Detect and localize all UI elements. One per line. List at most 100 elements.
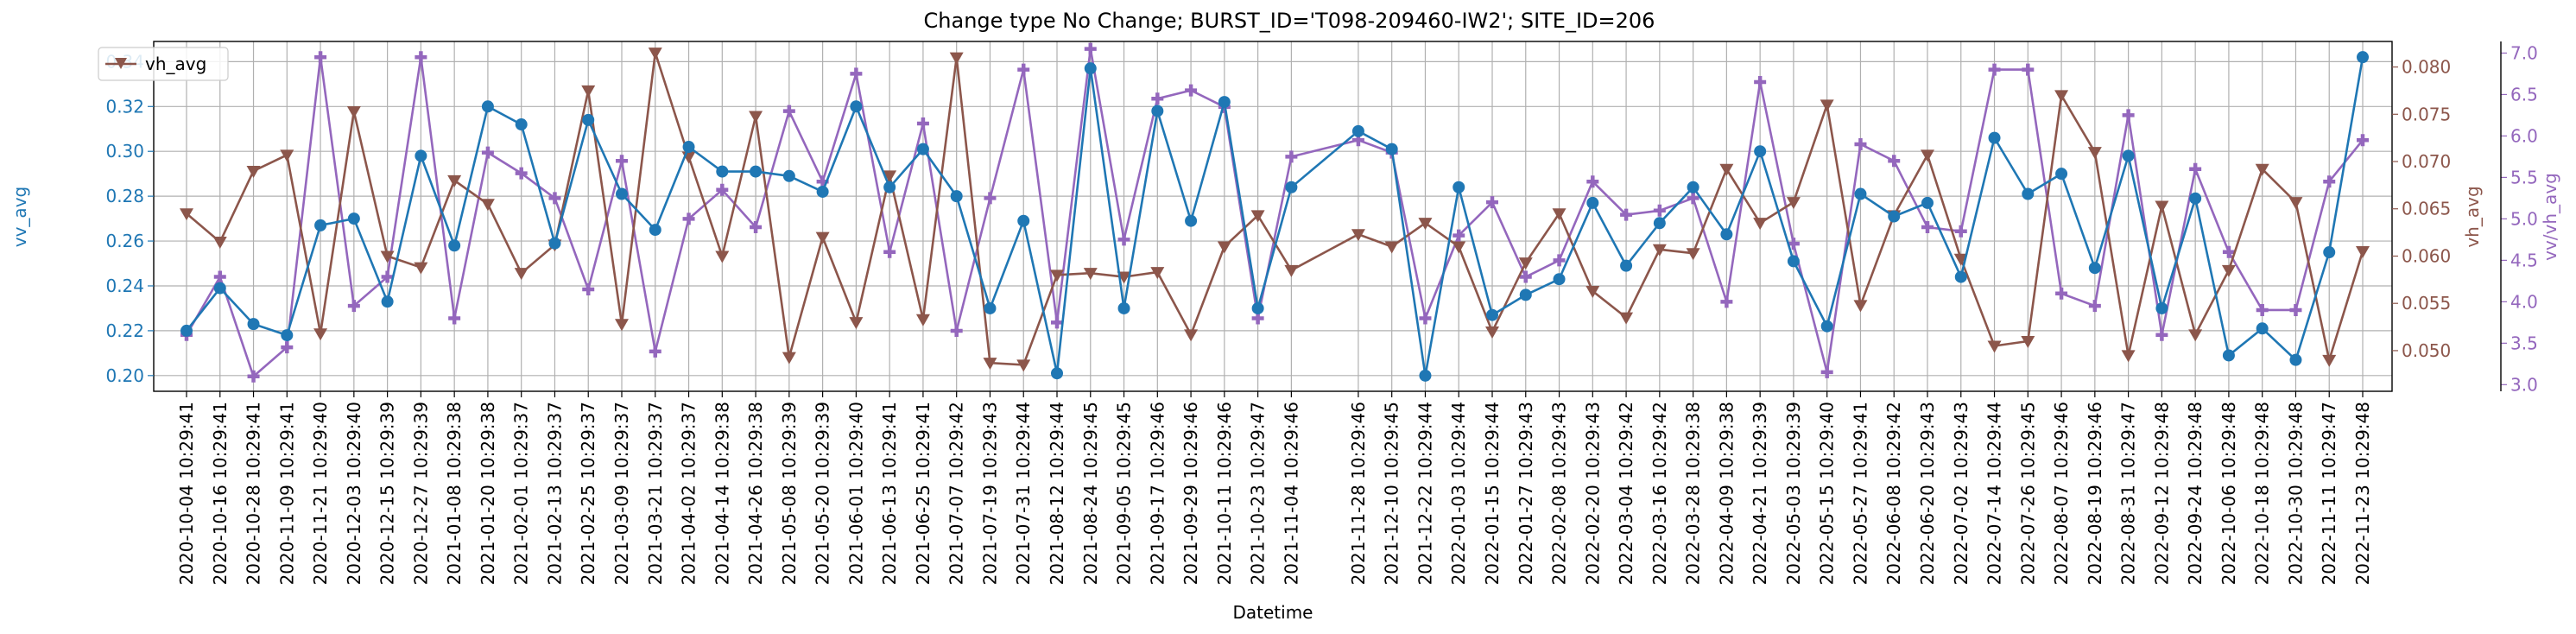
data-point <box>682 141 695 154</box>
x-tick-label: 2022-02-20 10:29:43 <box>1582 402 1603 585</box>
data-point <box>950 190 963 203</box>
y-left-tick-label: 0.30 <box>105 141 144 162</box>
y-right1-tick-label: 0.055 <box>2402 293 2451 314</box>
x-tick-label: 2020-12-27 10:29:39 <box>410 402 431 585</box>
data-point <box>1385 143 1398 155</box>
data-point <box>1418 218 1433 231</box>
data-point <box>314 219 327 231</box>
data-point <box>2322 354 2337 367</box>
data-point <box>883 181 896 193</box>
data-point <box>1051 316 1063 329</box>
x-tick-label: 2021-11-28 10:29:46 <box>1348 402 1369 585</box>
data-point <box>1384 241 1399 254</box>
data-point <box>548 237 561 250</box>
x-tick-label: 2021-07-07 10:29:42 <box>946 402 967 585</box>
data-point <box>1453 229 1465 242</box>
y-left-tick-label: 0.20 <box>105 365 144 386</box>
x-tick-label: 2022-10-06 10:29:48 <box>2218 402 2239 585</box>
data-point <box>649 224 661 237</box>
data-point <box>749 111 763 124</box>
data-point <box>916 117 929 130</box>
y-right1-tick-label: 0.050 <box>2402 340 2451 361</box>
data-point <box>1351 124 1364 137</box>
data-point <box>1585 285 1600 298</box>
data-point <box>1652 244 1667 257</box>
x-tick-label: 2022-04-09 10:29:38 <box>1716 402 1737 585</box>
data-point <box>782 169 795 182</box>
data-point <box>2155 328 2168 341</box>
data-point <box>246 165 261 178</box>
x-tick-label: 2022-01-15 10:29:44 <box>1482 402 1503 585</box>
x-tick-label: 2022-11-23 10:29:48 <box>2352 402 2373 585</box>
data-point <box>682 212 695 225</box>
data-point <box>581 85 596 98</box>
series-line <box>185 48 2364 378</box>
data-point <box>1620 208 1633 221</box>
y-right2-tick-label: 3.5 <box>2510 333 2538 353</box>
y-left-label: vv_avg <box>9 187 30 247</box>
data-point <box>1753 218 1768 231</box>
legend: vh_avg <box>98 47 229 81</box>
data-point <box>915 314 930 327</box>
y-right2-tick-label: 5.5 <box>2510 167 2538 187</box>
legend-label-vh-avg: vh_avg <box>145 54 206 74</box>
data-point <box>2121 350 2136 363</box>
y-right1-tick-label: 0.070 <box>2402 151 2451 172</box>
data-point <box>281 341 294 354</box>
data-point <box>2155 301 2168 314</box>
data-point <box>2357 134 2369 147</box>
data-point <box>1453 181 1465 193</box>
data-point <box>2055 168 2068 181</box>
data-point <box>1151 92 1164 105</box>
data-point <box>1084 42 1097 55</box>
data-point <box>1285 150 1298 163</box>
y-right1-label: vh_avg <box>2462 186 2483 247</box>
data-point <box>716 165 729 178</box>
data-point <box>2122 149 2135 162</box>
data-point <box>481 100 494 113</box>
data-point <box>1151 105 1164 117</box>
data-point <box>1921 149 1934 162</box>
data-point <box>1888 210 1901 223</box>
x-tick-label: 2022-06-08 10:29:42 <box>1883 402 1904 585</box>
data-point <box>247 318 260 331</box>
x-tick-label: 2022-03-04 10:29:42 <box>1616 402 1636 585</box>
data-point <box>1419 369 1432 382</box>
data-point <box>2088 262 2101 275</box>
data-point <box>1486 196 1498 209</box>
x-ticks: 2020-10-04 10:29:41 2020-10-16 10:29:41 20… <box>176 391 2373 585</box>
x-tick-label: 2020-11-21 10:29:40 <box>310 402 331 585</box>
data-point <box>2054 90 2069 103</box>
data-point <box>615 319 629 332</box>
x-tick-label: 2022-05-15 10:29:40 <box>1817 402 1838 585</box>
data-point <box>1786 197 1801 210</box>
data-point <box>916 143 929 155</box>
data-point <box>2256 322 2269 335</box>
data-point <box>314 51 327 64</box>
data-point <box>1954 225 1967 238</box>
y-left-ticks: 0.200.220.240.260.280.300.320.34 <box>105 51 154 386</box>
data-point <box>716 183 729 196</box>
data-point <box>1787 255 1800 268</box>
data-point <box>1720 228 1733 241</box>
x-tick-label: 2020-10-04 10:29:41 <box>176 402 197 585</box>
data-point <box>180 208 193 221</box>
data-point <box>582 113 595 126</box>
data-point <box>213 270 226 283</box>
x-tick-label: 2021-09-05 10:29:45 <box>1114 402 1135 585</box>
x-tick-label: 2021-09-29 10:29:46 <box>1180 402 1201 585</box>
x-tick-label: 2021-10-23 10:29:47 <box>1248 402 1269 585</box>
legend-box <box>98 47 229 81</box>
data-point <box>1285 181 1298 193</box>
data-point <box>2221 264 2236 277</box>
data-point <box>414 262 428 275</box>
series-vh-avg <box>180 48 2370 372</box>
data-point <box>2357 51 2369 64</box>
data-point <box>415 149 427 162</box>
data-point <box>213 282 226 295</box>
x-tick-label: 2022-04-21 10:29:39 <box>1750 402 1770 585</box>
data-point <box>1953 253 1968 266</box>
y-right2-tick-label: 6.0 <box>2510 125 2538 146</box>
data-point <box>883 170 897 183</box>
data-point <box>2087 147 2102 160</box>
